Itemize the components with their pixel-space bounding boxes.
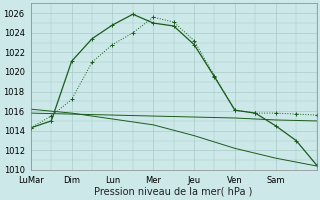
X-axis label: Pression niveau de la mer( hPa ): Pression niveau de la mer( hPa ) [94, 187, 253, 197]
